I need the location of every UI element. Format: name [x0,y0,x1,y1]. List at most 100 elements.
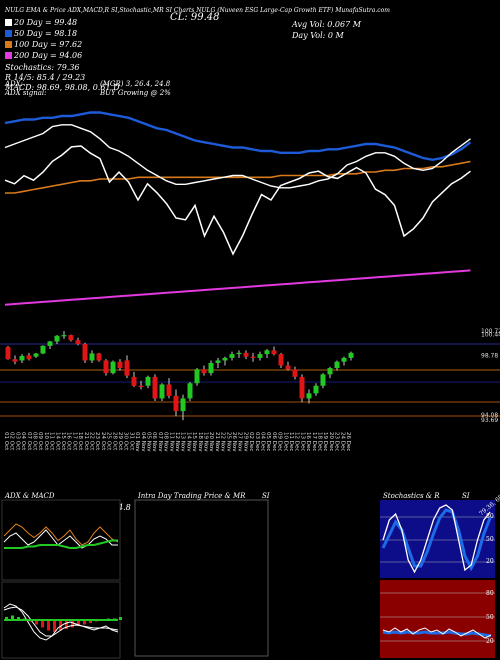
candle-body [257,354,263,358]
candle [208,360,214,376]
candle-body [75,340,81,344]
intraday-panel-frame [134,499,269,657]
candle [152,374,158,401]
stochastics-lines [380,504,495,574]
macd-histogram-bar [113,618,116,620]
price-scale-label: 94.08 [481,412,498,419]
stoch-d-line [381,508,492,572]
candle-body [271,350,277,355]
candle-body [299,376,305,399]
adx-macd-title: ADX & MACD [5,492,55,500]
candle [292,366,298,380]
adx-signal-label: ADX signal: [5,89,47,97]
stochastics-title: Stochastics & R [383,492,440,500]
legend-swatch-20-day [5,19,12,26]
date-label: 15 Nov [191,432,197,452]
candle [82,342,88,363]
candle [285,361,291,371]
candle-body [201,369,207,374]
date-label: 21 Oct [83,432,89,451]
date-label: 20 Nov [208,432,214,452]
candle [138,380,144,390]
candle [61,331,67,339]
candle-body [103,360,109,374]
candle-body [33,353,39,357]
adx-series-line [3,523,119,546]
macd-histogram-bar [119,617,122,620]
candle-body [285,365,291,370]
candle [222,356,228,366]
macd-histogram-bar [29,620,32,622]
legend-item-50-day: 50 Day = 98.18 [5,29,77,38]
date-label: 07 Nov [157,432,163,452]
candlesticks [5,331,354,421]
price-scale-label: 93.69 [481,417,498,424]
macd-histogram-bar [53,620,56,632]
price-scale-label: 100.72 [481,328,500,335]
adx-panel-frame [1,499,121,581]
candle-body [61,335,67,337]
date-label: 23 Oct [94,432,100,451]
macd-histogram-bar [101,620,104,621]
macd-histogram-bar [71,620,74,628]
candle [271,346,277,356]
candle-body [152,376,158,399]
candle-body [89,353,95,361]
adx-series-line [4,539,118,549]
date-label: 26 Nov [231,432,237,452]
price-scale-label: 98.78 [481,353,498,360]
date-label: 28 Oct [111,432,117,451]
adx-lines [3,523,119,549]
date-label: 13 Dec [299,432,305,451]
candle-body [278,354,284,366]
macd-histogram-bar [95,620,98,622]
candle [180,394,186,421]
candle [173,389,179,417]
candle [327,366,333,379]
rsi-panel-bg [380,580,495,658]
candle [313,383,319,396]
candle [5,345,11,360]
legend-swatch-50-day [5,30,12,37]
candle [166,378,172,399]
date-label: 18 Nov [197,432,203,452]
candle [201,365,207,376]
date-label: 02 Dec [248,432,254,451]
candle [278,352,284,369]
adx-line: ADX: [5,80,24,88]
candle-body [264,350,270,355]
date-label: 06 Nov [151,432,157,452]
date-label: 21 Nov [214,432,220,452]
macd-histogram-bar [47,620,50,631]
candle-body [215,360,221,363]
legend-swatch-200-day [5,52,12,59]
date-label: 05 Dec [265,432,271,451]
candle [26,352,32,361]
rsi-scale-50: 50 [486,614,494,621]
candle-body [341,357,347,362]
date-label: 07 Oct [26,432,32,451]
candle-body [187,383,193,399]
date-label: 24 Dec [339,432,345,451]
candle [250,352,256,362]
candle-body [159,384,165,399]
date-label: 11 Nov [168,432,174,452]
stoch-scale-50: 50 [486,536,494,543]
macd-line [3,606,119,637]
date-label: 31 Oct [128,432,134,451]
candle-body [54,335,60,342]
avg-volume-label: Avg Vol: 0.067 M [292,20,361,29]
candle-body [82,343,88,361]
candle-body [68,335,74,341]
date-label: 12 Nov [174,432,180,452]
candle [229,351,235,361]
macd-line [3,603,119,641]
candle-body [180,398,186,412]
candle [215,357,221,369]
date-label: 04 Oct [20,432,26,451]
price-guide-lines [0,343,500,417]
date-label: 29 Nov [242,432,248,452]
close-price-label: CL: 99.48 [170,12,220,23]
macd-histogram-bar [23,618,26,620]
